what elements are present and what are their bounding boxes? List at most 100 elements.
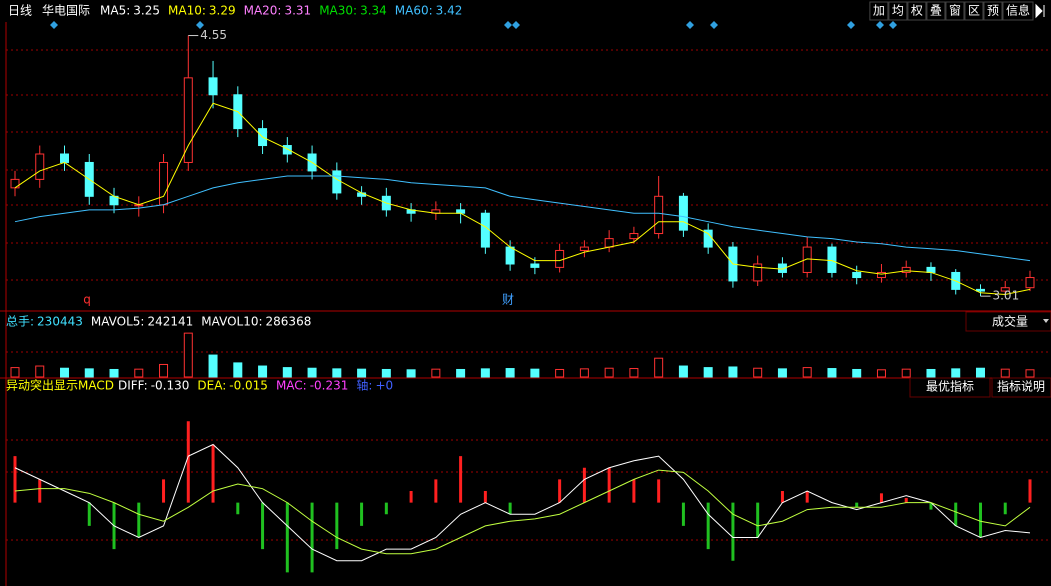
candle-body bbox=[505, 246, 515, 265]
indicator-value: 3.25 bbox=[133, 4, 160, 18]
macd-dea-line bbox=[14, 469, 1031, 555]
diamond bbox=[710, 21, 718, 29]
indicator-value: -0.231 bbox=[310, 379, 349, 393]
indicator-value: 3.34 bbox=[360, 4, 387, 18]
indicator-name: MA20: bbox=[244, 4, 282, 18]
indicator-value: 286368 bbox=[266, 315, 312, 329]
diamond bbox=[512, 21, 520, 29]
candle-body bbox=[852, 271, 862, 279]
indicator-name: 总手: bbox=[6, 315, 34, 329]
toolbar-button[interactable]: 区 bbox=[968, 4, 980, 18]
event-markers bbox=[50, 21, 897, 29]
toolbar-button[interactable]: 均 bbox=[892, 4, 904, 18]
period-label: 日线 bbox=[8, 4, 32, 18]
stock-name: 华电国际 bbox=[42, 4, 90, 18]
candle-body bbox=[35, 153, 45, 180]
indicator-name: DEA: bbox=[197, 379, 226, 393]
volume-bar bbox=[357, 368, 367, 378]
candle-body bbox=[579, 246, 589, 251]
volume-bar bbox=[109, 368, 119, 378]
volume-bar bbox=[134, 368, 144, 378]
toolbar-frame bbox=[964, 1, 984, 21]
candle-body bbox=[60, 153, 70, 163]
best-indicator-button[interactable]: 最优指标 bbox=[926, 379, 974, 394]
event-marker-label: q bbox=[83, 293, 91, 307]
indicator-value: 230443 bbox=[37, 315, 83, 329]
volume-bar bbox=[901, 368, 911, 378]
volume-bar bbox=[505, 368, 515, 378]
volume-bar bbox=[852, 368, 862, 378]
toolbar-exit[interactable] bbox=[1035, 3, 1045, 19]
volume-bar bbox=[802, 367, 812, 378]
volume-bar bbox=[381, 368, 391, 378]
volume-bar bbox=[208, 354, 218, 378]
volume-bar bbox=[555, 368, 565, 378]
diamond bbox=[504, 21, 512, 29]
indicator-name: MAC: bbox=[276, 379, 307, 393]
indicator-name: 轴: bbox=[356, 378, 372, 393]
indicator-value: -0.130 bbox=[151, 379, 190, 393]
indicator-value: 3.29 bbox=[209, 4, 236, 18]
toolbar-frame bbox=[945, 1, 965, 21]
candle-body bbox=[629, 233, 639, 240]
candle-body bbox=[777, 263, 787, 273]
diamond bbox=[889, 21, 897, 29]
candle-body bbox=[456, 209, 466, 214]
moving-average-line bbox=[14, 175, 1031, 262]
toolbar-button[interactable]: 权 bbox=[911, 4, 923, 18]
candle-body bbox=[480, 212, 490, 248]
volume-bar bbox=[233, 362, 243, 378]
indicator-title: 异动突出显示MACD bbox=[6, 378, 114, 393]
volume-indicator-button[interactable]: 成交量 bbox=[992, 314, 1028, 329]
candle-body bbox=[159, 161, 169, 206]
dropdown-arrow bbox=[1043, 319, 1049, 323]
macd-diff-line bbox=[14, 443, 1031, 562]
volume-bar bbox=[629, 368, 639, 378]
volume-bar bbox=[654, 357, 664, 378]
indicator-name: MA5: bbox=[100, 4, 130, 18]
toolbar-button[interactable]: 叠 bbox=[930, 4, 942, 18]
button-frame bbox=[965, 311, 1051, 332]
candle-body bbox=[802, 246, 812, 273]
toolbar-button[interactable]: 窗 bbox=[949, 4, 961, 18]
toolbar-frame bbox=[926, 1, 946, 21]
volume-bar bbox=[480, 368, 490, 378]
indicator-name: MA10: bbox=[168, 4, 206, 18]
indicator-value: 3.31 bbox=[284, 4, 311, 18]
candle-body bbox=[282, 145, 292, 155]
volume-bar bbox=[975, 367, 985, 378]
candle-body bbox=[1000, 287, 1010, 292]
candle-body bbox=[901, 266, 911, 273]
candle-body bbox=[332, 170, 342, 194]
volume-bar bbox=[307, 367, 317, 378]
volume-bar bbox=[753, 367, 763, 378]
toolbar-frame bbox=[869, 1, 889, 21]
volume-bar bbox=[84, 368, 94, 378]
indicator-value: -0.015 bbox=[229, 379, 268, 393]
volume-bar bbox=[332, 368, 342, 378]
diamond bbox=[686, 21, 694, 29]
volume-bar bbox=[456, 368, 466, 378]
candle-body bbox=[753, 263, 763, 282]
moving-average-line bbox=[14, 102, 1031, 295]
button-frame bbox=[991, 377, 1051, 398]
diamond bbox=[876, 21, 884, 29]
toolbar-frame bbox=[1002, 1, 1034, 21]
event-marker-label: 财 bbox=[502, 293, 514, 307]
toolbar-button[interactable]: 预 bbox=[987, 4, 999, 18]
toolbar-button[interactable]: 加 bbox=[873, 4, 885, 18]
volume-bar bbox=[60, 367, 70, 378]
candle-body bbox=[604, 238, 614, 248]
toolbar-button[interactable]: 信息 bbox=[1006, 3, 1030, 18]
volume-bar bbox=[406, 369, 416, 378]
volume-bar bbox=[777, 368, 787, 378]
indicator-help-button[interactable]: 指标说明 bbox=[997, 379, 1045, 394]
volume-bar bbox=[530, 368, 540, 378]
candle-body bbox=[876, 271, 886, 279]
volume-bar bbox=[579, 368, 589, 378]
diamond bbox=[50, 21, 58, 29]
indicator-value: 3.42 bbox=[436, 4, 463, 18]
high-label: 4.55 bbox=[200, 28, 227, 42]
volume-bar bbox=[159, 363, 169, 378]
indicator-name: MAVOL5: bbox=[91, 315, 145, 329]
